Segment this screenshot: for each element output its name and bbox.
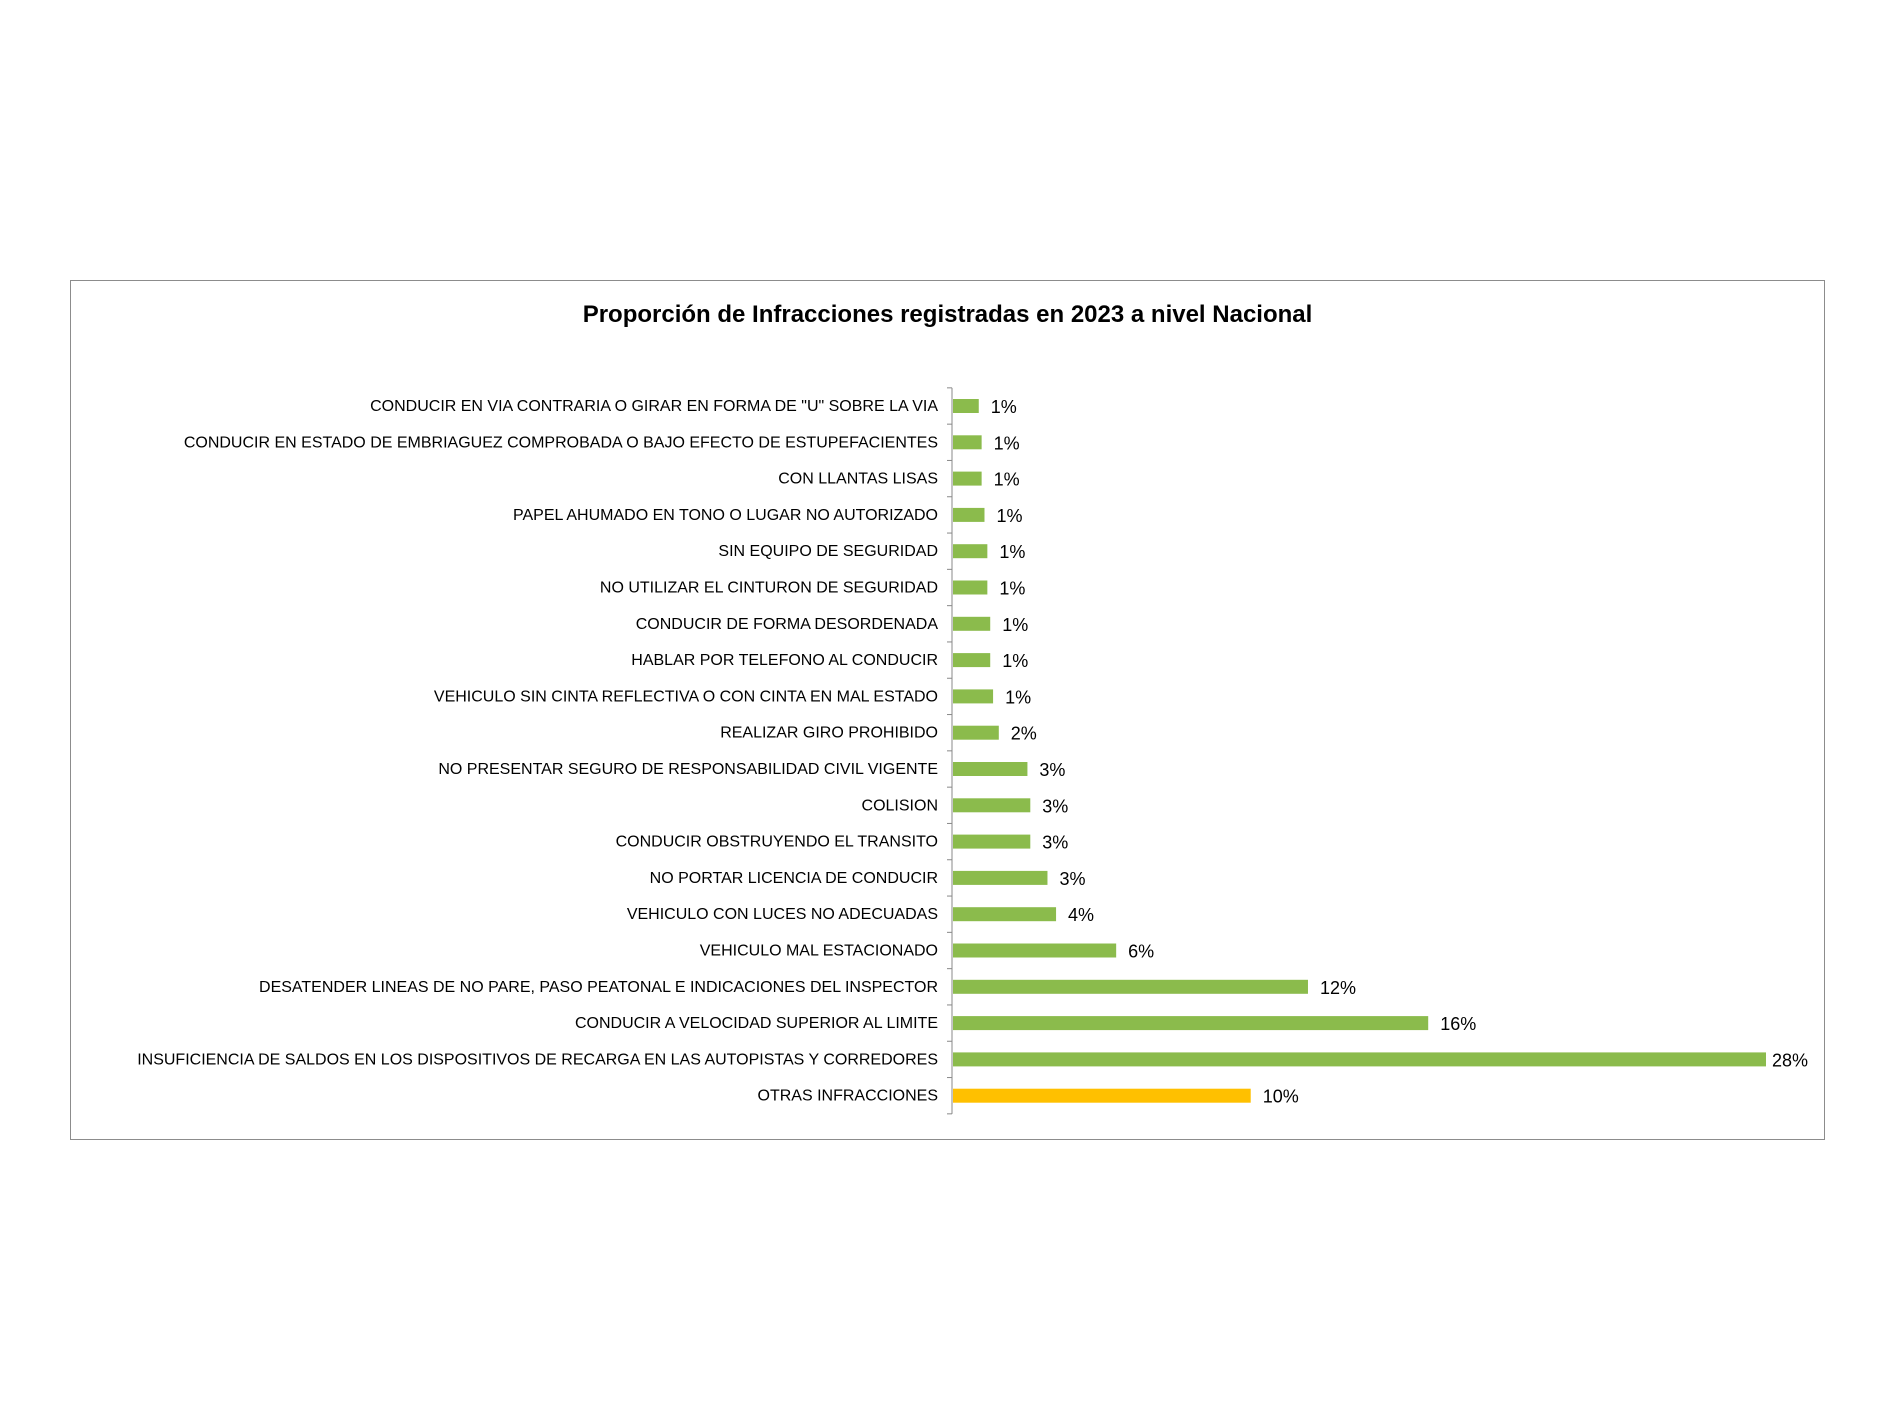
data-label: 16%: [1440, 1014, 1476, 1034]
data-label: 1%: [999, 579, 1025, 599]
bar: [953, 907, 1057, 922]
bar: [953, 725, 999, 740]
data-label: 10%: [1263, 1087, 1299, 1107]
category-label: VEHICULO SIN CINTA REFLECTIVA O CON CINT…: [434, 688, 938, 705]
data-label: 1%: [1005, 687, 1031, 707]
bar: [953, 471, 982, 486]
category-label: CONDUCIR EN ESTADO DE EMBRIAGUEZ COMPROB…: [184, 434, 938, 451]
bar: [953, 1016, 1429, 1031]
data-label: 1%: [994, 470, 1020, 490]
category-label: CONDUCIR DE FORMA DESORDENADA: [636, 616, 939, 633]
bar: [953, 1088, 1251, 1103]
bar: [953, 653, 991, 668]
category-label: CONDUCIR A VELOCIDAD SUPERIOR AL LIMITE: [575, 1015, 938, 1032]
category-label: COLISION: [862, 797, 938, 814]
bar: [953, 507, 985, 522]
data-label: 3%: [1059, 869, 1085, 889]
data-label: 6%: [1128, 942, 1154, 962]
data-label: 3%: [1042, 833, 1068, 853]
category-label: HABLAR POR TELEFONO AL CONDUCIR: [631, 652, 938, 669]
category-label: CONDUCIR OBSTRUYENDO EL TRANSITO: [616, 834, 938, 851]
bar: [953, 798, 1031, 813]
bar: [953, 1052, 1766, 1067]
category-label: CONDUCIR EN VIA CONTRARIA O GIRAR EN FOR…: [370, 398, 938, 415]
bar: [953, 544, 988, 559]
data-label: 12%: [1320, 978, 1356, 998]
bar-chart: CONDUCIR EN VIA CONTRARIA O GIRAR EN FOR…: [137, 387, 1808, 1115]
data-label: 3%: [1042, 796, 1068, 816]
data-label: 3%: [1039, 760, 1065, 780]
bar: [953, 616, 991, 631]
category-label: SIN EQUIPO DE SEGURIDAD: [718, 543, 938, 560]
category-label: DESATENDER LINEAS DE NO PARE, PASO PEATO…: [259, 979, 938, 996]
category-label: PAPEL AHUMADO EN TONO O LUGAR NO AUTORIZ…: [513, 507, 938, 524]
data-label: 4%: [1068, 905, 1094, 925]
category-label: NO PRESENTAR SEGURO DE RESPONSABILIDAD C…: [438, 761, 938, 778]
data-label: 28%: [1772, 1050, 1808, 1070]
data-label: 1%: [999, 542, 1025, 562]
chart-frame: Proporción de Infracciones registradas e…: [70, 280, 1825, 1140]
category-label: VEHICULO MAL ESTACIONADO: [700, 943, 938, 960]
category-label: INSUFICIENCIA DE SALDOS EN LOS DISPOSITI…: [137, 1051, 938, 1068]
data-label: 1%: [1002, 615, 1028, 635]
category-label: REALIZAR GIRO PROHIBIDO: [720, 725, 938, 742]
bar: [953, 399, 979, 413]
category-label: NO UTILIZAR EL CINTURON DE SEGURIDAD: [600, 580, 938, 597]
bar: [953, 580, 988, 595]
bar: [953, 834, 1031, 849]
bar: [953, 943, 1117, 958]
bar: [953, 435, 982, 450]
category-label: VEHICULO CON LUCES NO ADECUADAS: [627, 906, 938, 923]
chart-title: Proporción de Infracciones registradas e…: [582, 301, 1313, 328]
data-label: 2%: [1011, 724, 1037, 744]
bar: [953, 870, 1048, 885]
category-label: NO PORTAR LICENCIA DE CONDUCIR: [650, 870, 938, 887]
bar: [953, 979, 1308, 994]
data-label: 1%: [996, 506, 1022, 526]
bar: [953, 762, 1028, 776]
data-label: 1%: [1002, 651, 1028, 671]
data-label: 1%: [991, 397, 1017, 417]
bar: [953, 689, 994, 704]
category-label: CON LLANTAS LISAS: [778, 471, 938, 488]
data-label: 1%: [994, 433, 1020, 453]
category-label: OTRAS INFRACCIONES: [758, 1088, 938, 1105]
